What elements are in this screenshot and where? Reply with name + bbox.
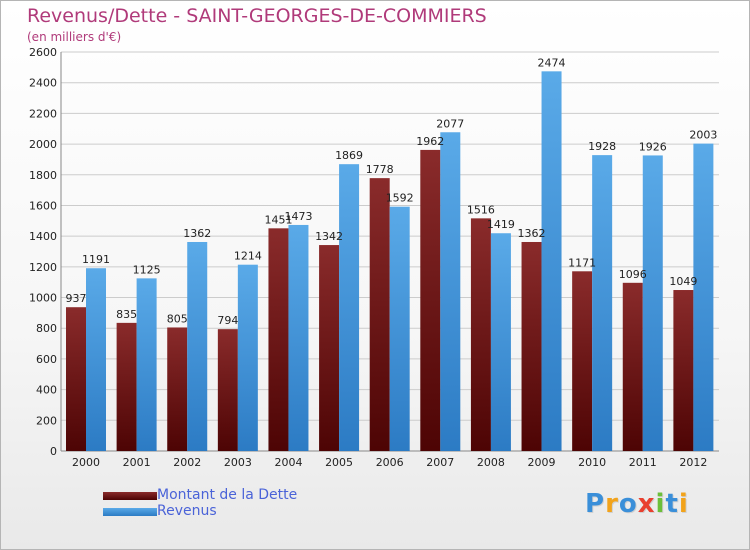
revenue-bar xyxy=(136,278,157,451)
y-tick-label: 2000 xyxy=(29,138,57,151)
debt-bar xyxy=(319,245,340,451)
revenue-bar xyxy=(592,155,613,451)
debt-bar xyxy=(673,290,694,451)
revenue-value-label: 1191 xyxy=(82,253,110,266)
debt-bar xyxy=(369,178,390,451)
revenue-value-label: 2077 xyxy=(436,117,464,130)
legend-swatch-debt xyxy=(103,492,157,500)
revenue-bar xyxy=(86,268,106,451)
revenue-bar xyxy=(693,143,714,452)
y-tick-label: 800 xyxy=(36,322,57,335)
debt-value-label: 1342 xyxy=(315,230,343,243)
logo-letter: x xyxy=(637,489,656,519)
debt-bar xyxy=(572,271,593,451)
y-tick-label: 1800 xyxy=(29,169,57,182)
debt-bar xyxy=(217,329,238,451)
x-tick-label: 2003 xyxy=(224,456,252,469)
x-tick-label: 2001 xyxy=(123,456,151,469)
revenue-bar xyxy=(339,164,360,451)
y-tick-label: 2200 xyxy=(29,107,57,120)
logo-letter: t xyxy=(665,489,679,519)
debt-bar xyxy=(521,241,542,451)
x-tick-label: 2006 xyxy=(376,456,404,469)
y-tick-label: 200 xyxy=(36,414,57,427)
y-tick-label: 2600 xyxy=(29,46,57,59)
y-tick-label: 0 xyxy=(50,445,57,458)
chart-subtitle: (en milliers d'€) xyxy=(27,30,122,44)
logo-letter: P xyxy=(585,489,606,519)
data-labels: 937 1191 835 1125 805 1362 794 1214 145114731342… xyxy=(66,56,718,327)
revenue-value-label: 1419 xyxy=(487,218,515,231)
revenue-value-label: 1125 xyxy=(133,263,161,276)
y-tick-label: 1000 xyxy=(29,292,57,305)
debt-value-label: 1962 xyxy=(416,135,444,148)
revenue-value-label: 1869 xyxy=(335,149,363,162)
debt-bar xyxy=(470,218,491,451)
revenue-value-label: 2003 xyxy=(689,129,717,142)
y-tick-label: 1400 xyxy=(29,230,57,243)
legend-swatch-revenue xyxy=(103,508,157,516)
revenue-bar xyxy=(642,155,663,451)
x-tick-label: 2009 xyxy=(528,456,556,469)
revenue-value-label: 1926 xyxy=(639,140,667,153)
debt-bar xyxy=(167,327,188,451)
legend-label-debt: Montant de la Dette xyxy=(157,487,298,503)
debt-bar xyxy=(66,307,86,451)
legend-label-revenue: Revenus xyxy=(157,503,217,519)
revenue-value-label: 1592 xyxy=(386,192,414,205)
y-tick-label: 600 xyxy=(36,353,57,366)
x-tick-label: 2008 xyxy=(477,456,505,469)
x-tick-label: 2010 xyxy=(578,456,606,469)
debt-value-label: 1451 xyxy=(264,213,292,226)
x-tick-label: 2007 xyxy=(426,456,454,469)
revenue-bar xyxy=(490,233,511,451)
y-tick-label: 1200 xyxy=(29,261,57,274)
revenue-value-label: 2474 xyxy=(538,56,566,69)
x-tick-label: 2012 xyxy=(679,456,707,469)
logo-letter: i xyxy=(678,489,689,519)
bars xyxy=(66,71,714,452)
debt-value-label: 1362 xyxy=(518,227,546,240)
debt-bar xyxy=(116,322,137,451)
debt-value-label: 1778 xyxy=(366,163,394,176)
revenue-bar xyxy=(288,224,309,451)
x-tick-label: 2011 xyxy=(629,456,657,469)
revenue-value-label: 1473 xyxy=(284,210,312,223)
chart-title: Revenus/Dette - SAINT-GEORGES-DE-COMMIER… xyxy=(27,5,487,27)
y-tick-label: 400 xyxy=(36,384,57,397)
x-tick-label: 2000 xyxy=(72,456,100,469)
revenue-bar xyxy=(187,241,208,451)
x-tick-label: 2002 xyxy=(173,456,201,469)
debt-value-label: 794 xyxy=(217,314,238,327)
debt-bar xyxy=(622,282,643,451)
logo-letter: o xyxy=(618,489,638,519)
debt-value-label: 805 xyxy=(167,312,188,325)
debt-value-label: 1516 xyxy=(467,203,495,216)
logo-letter: r xyxy=(605,489,619,519)
x-tick-label: 2005 xyxy=(325,456,353,469)
revenue-bar xyxy=(389,206,410,451)
x-tick-label: 2004 xyxy=(274,456,302,469)
debt-bar xyxy=(268,228,289,451)
debt-value-label: 1096 xyxy=(619,268,647,281)
y-tick-label: 1600 xyxy=(29,199,57,212)
revenue-value-label: 1214 xyxy=(234,250,262,263)
y-tick-label: 2400 xyxy=(29,77,57,90)
revenue-bar xyxy=(440,132,461,452)
debt-value-label: 835 xyxy=(116,308,137,321)
proxiti-logo: Proxiti xyxy=(585,489,689,519)
revenue-bar xyxy=(541,71,562,451)
debt-value-label: 1171 xyxy=(568,256,596,269)
logo-letter: i xyxy=(655,489,666,519)
debt-value-label: 937 xyxy=(66,292,87,305)
debt-bar xyxy=(420,149,441,452)
revenue-value-label: 1362 xyxy=(183,227,211,240)
debt-value-label: 1049 xyxy=(669,275,697,288)
revenue-bar xyxy=(237,264,258,451)
revenue-value-label: 1928 xyxy=(588,140,616,153)
